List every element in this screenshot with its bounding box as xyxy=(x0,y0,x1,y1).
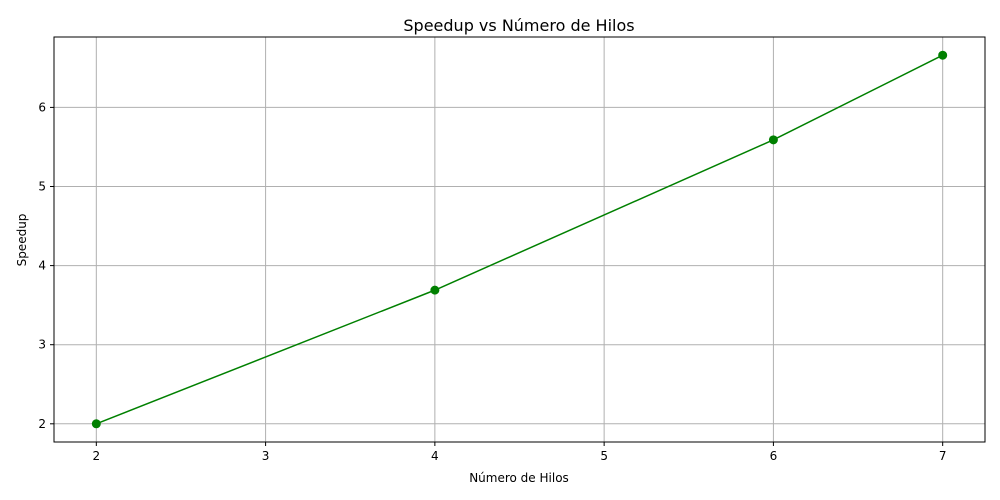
x-tick-label: 4 xyxy=(431,449,439,463)
plot-frame xyxy=(53,36,986,443)
data-point xyxy=(768,135,778,145)
x-tick-label: 3 xyxy=(262,449,270,463)
y-axis-ticks: 2 3 4 5 6 xyxy=(38,100,54,431)
series-line xyxy=(96,54,944,425)
x-tick-label: 5 xyxy=(600,449,608,463)
grid-lines xyxy=(54,37,985,442)
x-tick-label: 7 xyxy=(939,449,947,463)
x-tick-label: 2 xyxy=(92,449,100,463)
data-point xyxy=(91,419,101,429)
y-tick-label: 6 xyxy=(38,100,46,114)
y-tick-label: 5 xyxy=(38,180,46,194)
y-axis-label: Speedup xyxy=(15,214,29,267)
y-tick-label: 2 xyxy=(38,417,46,431)
y-tick-label: 4 xyxy=(38,259,46,273)
x-tick-label: 6 xyxy=(770,449,778,463)
x-axis-ticks: 2 3 4 5 6 7 xyxy=(92,442,947,463)
series-markers xyxy=(91,50,948,429)
data-point xyxy=(430,285,440,295)
chart-title: Speedup vs Número de Hilos xyxy=(403,16,634,35)
data-point xyxy=(938,50,948,60)
y-tick-label: 3 xyxy=(38,338,46,352)
x-axis-label: Número de Hilos xyxy=(469,471,569,485)
